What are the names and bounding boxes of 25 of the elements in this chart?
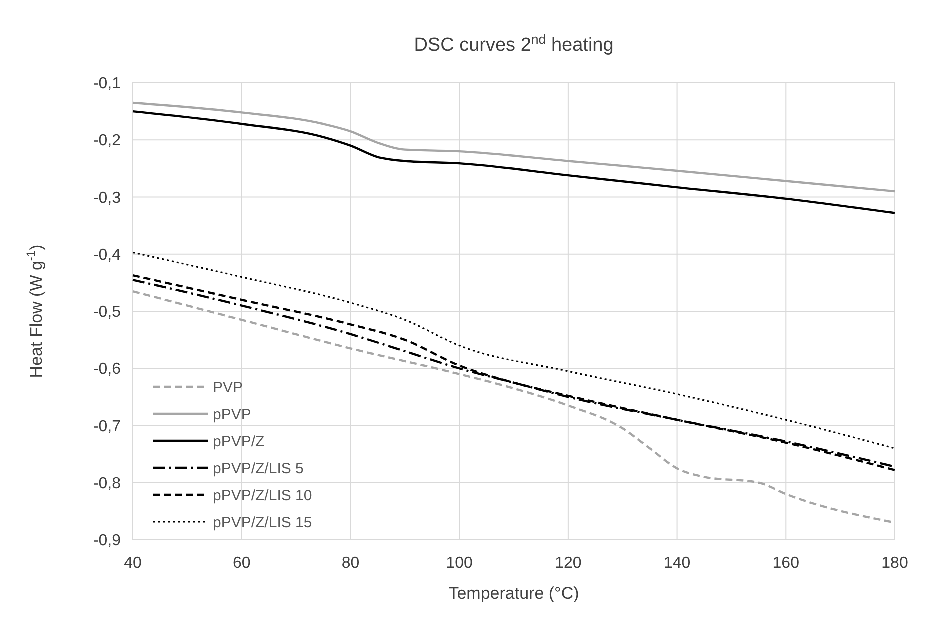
y-tick-label: -0,5: [93, 304, 122, 322]
x-tick-label: 120: [555, 555, 582, 572]
x-tick-label: 80: [342, 555, 360, 572]
y-tick-label: -0,2: [93, 132, 122, 150]
y-tick-label: -0,1: [93, 76, 122, 93]
y-tick-label: -0,7: [93, 418, 122, 436]
x-tick-label: 180: [882, 555, 908, 572]
x-tick-label: 100: [446, 555, 474, 572]
y-tick-label: -0,3: [93, 190, 122, 207]
legend-label: pPVP/Z/LIS 15: [213, 514, 312, 532]
y-tick-label: -0,4: [93, 246, 122, 264]
y-tick-label: -0,9: [93, 532, 122, 550]
legend-label: pPVP: [213, 406, 252, 424]
y-tick-label: -0,6: [93, 361, 122, 378]
chart-title: DSC curves 2$^{nd}$ heating: [414, 32, 614, 56]
legend-label: pPVP/Z/LIS 5: [213, 460, 304, 478]
x-tick-label: 40: [124, 555, 142, 572]
legend-label: PVP: [213, 379, 244, 396]
y-tick-label: -0,8: [93, 475, 122, 492]
x-tick-label: 60: [232, 555, 251, 572]
x-axis-title: Temperature (°C): [448, 584, 580, 603]
legend-label: pPVP/Z/LIS 10: [213, 487, 312, 504]
x-tick-label: 140: [664, 555, 691, 572]
x-tick-label: 160: [772, 555, 800, 572]
legend-label: pPVP/Z: [213, 433, 265, 450]
